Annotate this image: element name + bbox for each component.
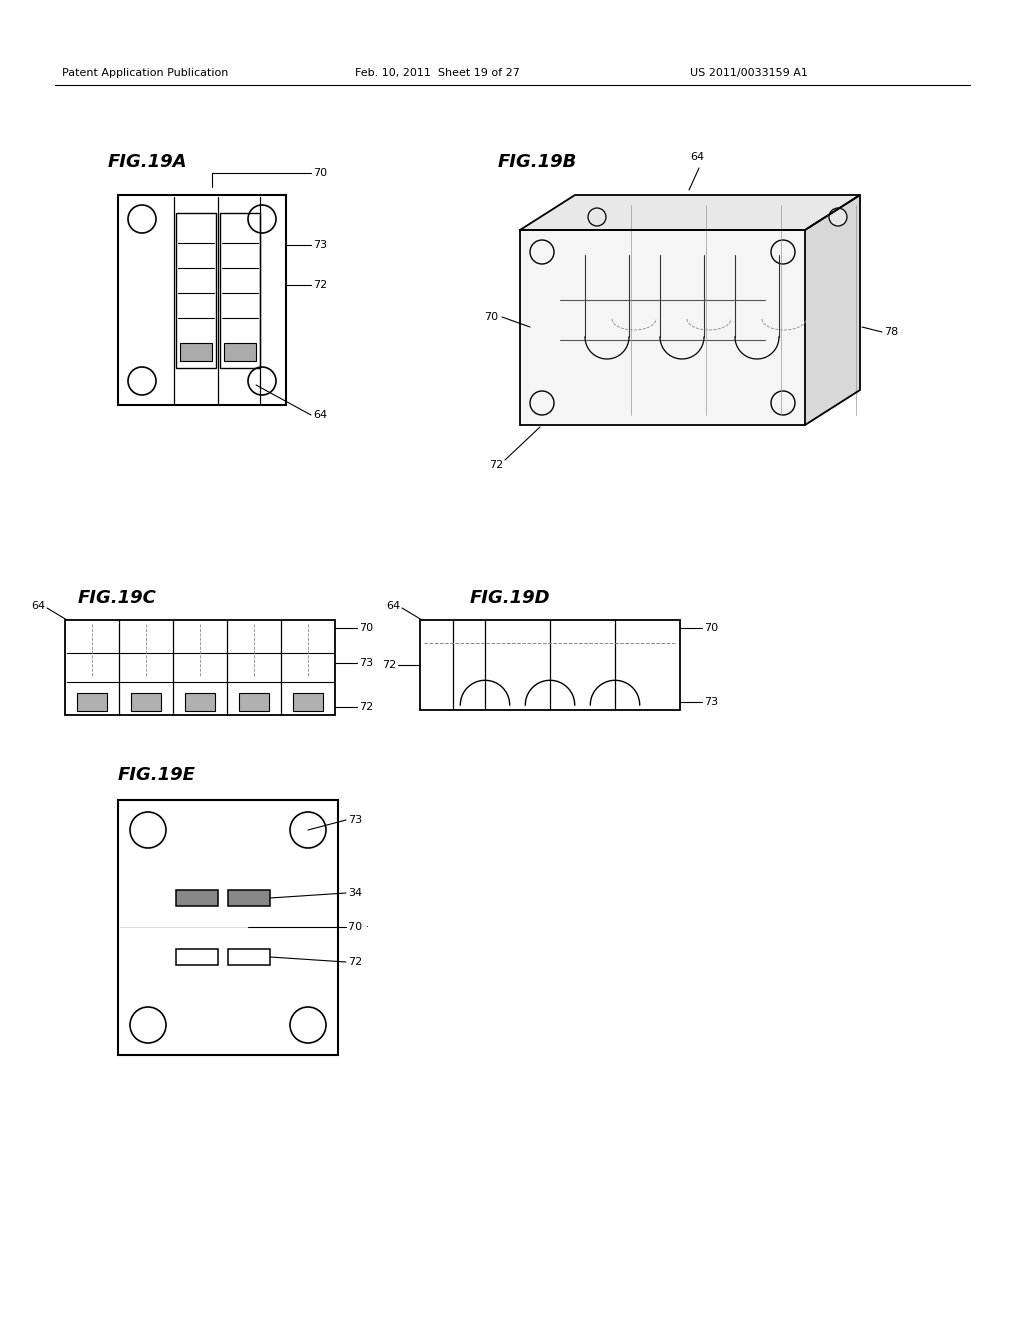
- Text: FIG.19D: FIG.19D: [470, 589, 551, 607]
- Text: 64: 64: [386, 601, 400, 611]
- Bar: [293, 693, 323, 711]
- Text: FIG.19E: FIG.19E: [118, 766, 196, 784]
- Text: 64: 64: [313, 411, 327, 420]
- Bar: [176, 213, 216, 368]
- Text: 73: 73: [313, 240, 327, 249]
- Bar: [228, 949, 270, 965]
- Circle shape: [771, 391, 795, 414]
- Bar: [176, 890, 218, 906]
- Bar: [420, 620, 680, 710]
- Text: FIG.19B: FIG.19B: [498, 153, 578, 172]
- Text: 78: 78: [884, 327, 898, 337]
- Bar: [220, 213, 260, 368]
- Text: 34: 34: [348, 888, 362, 898]
- Text: 73: 73: [348, 814, 362, 825]
- Text: 70: 70: [313, 168, 327, 178]
- Text: Patent Application Publication: Patent Application Publication: [62, 69, 228, 78]
- Text: 72: 72: [359, 702, 374, 711]
- Bar: [118, 195, 286, 405]
- Text: Feb. 10, 2011  Sheet 19 of 27: Feb. 10, 2011 Sheet 19 of 27: [355, 69, 520, 78]
- Text: 70: 70: [484, 312, 498, 322]
- Bar: [131, 693, 161, 711]
- Text: 72: 72: [488, 459, 503, 470]
- Text: 72: 72: [313, 280, 328, 290]
- Text: 70: 70: [359, 623, 373, 634]
- Text: 73: 73: [705, 697, 718, 708]
- Text: 72: 72: [348, 957, 362, 968]
- Bar: [185, 693, 215, 711]
- Text: 64: 64: [31, 601, 45, 611]
- Bar: [176, 949, 218, 965]
- Bar: [240, 693, 269, 711]
- Circle shape: [771, 240, 795, 264]
- Text: FIG.19C: FIG.19C: [78, 589, 157, 607]
- Polygon shape: [805, 195, 860, 425]
- Bar: [520, 230, 805, 425]
- Bar: [180, 343, 212, 360]
- Text: 64: 64: [690, 152, 705, 162]
- Bar: [228, 890, 270, 906]
- Text: 72: 72: [382, 660, 396, 671]
- Text: 70: 70: [705, 623, 718, 634]
- Circle shape: [530, 391, 554, 414]
- Text: FIG.19A: FIG.19A: [108, 153, 187, 172]
- Circle shape: [588, 209, 606, 226]
- Text: 73: 73: [359, 657, 373, 668]
- Circle shape: [829, 209, 847, 226]
- Text: 70 ·: 70 ·: [348, 921, 370, 932]
- Bar: [224, 343, 256, 360]
- Bar: [118, 800, 338, 1055]
- Text: US 2011/0033159 A1: US 2011/0033159 A1: [690, 69, 808, 78]
- Circle shape: [530, 240, 554, 264]
- Polygon shape: [520, 195, 860, 230]
- Bar: [77, 693, 106, 711]
- Bar: [65, 620, 335, 715]
